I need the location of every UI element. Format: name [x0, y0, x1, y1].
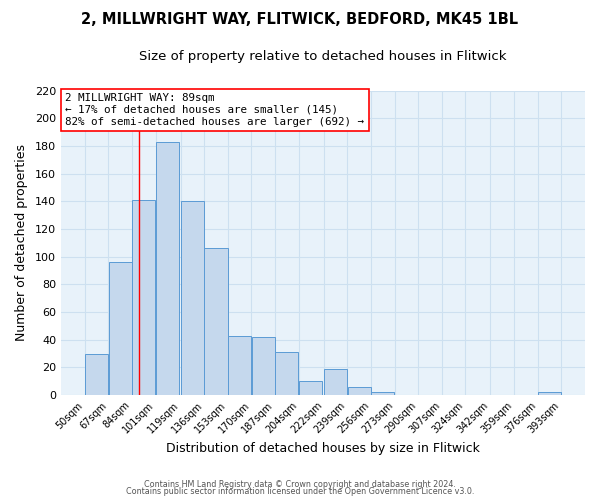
- Bar: [371, 392, 394, 395]
- Text: 2 MILLWRIGHT WAY: 89sqm
← 17% of detached houses are smaller (145)
82% of semi-d: 2 MILLWRIGHT WAY: 89sqm ← 17% of detache…: [65, 94, 364, 126]
- Bar: [347, 387, 371, 395]
- Bar: [251, 337, 275, 395]
- Text: Contains HM Land Registry data © Crown copyright and database right 2024.: Contains HM Land Registry data © Crown c…: [144, 480, 456, 489]
- Bar: [324, 369, 347, 395]
- Bar: [275, 352, 298, 395]
- Bar: [299, 382, 322, 395]
- Bar: [228, 336, 251, 395]
- Bar: [85, 354, 108, 395]
- Bar: [109, 262, 132, 395]
- Bar: [538, 392, 561, 395]
- Title: Size of property relative to detached houses in Flitwick: Size of property relative to detached ho…: [139, 50, 507, 63]
- Bar: [132, 200, 155, 395]
- Bar: [156, 142, 179, 395]
- X-axis label: Distribution of detached houses by size in Flitwick: Distribution of detached houses by size …: [166, 442, 480, 455]
- Text: 2, MILLWRIGHT WAY, FLITWICK, BEDFORD, MK45 1BL: 2, MILLWRIGHT WAY, FLITWICK, BEDFORD, MK…: [82, 12, 518, 28]
- Text: Contains public sector information licensed under the Open Government Licence v3: Contains public sector information licen…: [126, 487, 474, 496]
- Bar: [205, 248, 227, 395]
- Bar: [181, 202, 204, 395]
- Y-axis label: Number of detached properties: Number of detached properties: [15, 144, 28, 342]
